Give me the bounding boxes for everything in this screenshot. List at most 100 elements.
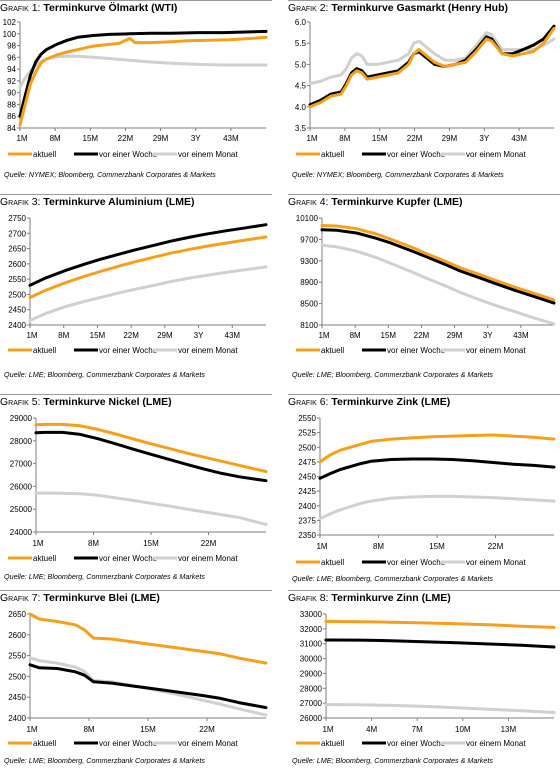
y-tick-label: 2450 <box>8 306 26 315</box>
x-tick-label: 1M <box>316 542 327 551</box>
y-tick-label: 28000 <box>300 684 323 693</box>
legend-label-aktuell: aktuell <box>321 346 344 355</box>
y-tick-label: 29000 <box>300 669 323 678</box>
legend-label-aktuell: aktuell <box>33 739 56 748</box>
legend-label-woche: vor einer Woche <box>99 150 158 159</box>
y-tick-label: 94 <box>7 65 16 74</box>
chart-gas: 3.5 4.0 4.5 5.0 5.5 6.0 1M 8M 15M 22M 29M 3Y 43M aktu… <box>295 18 556 159</box>
chart-title: Grafik 1: Terminkurve Ölmarkt (WTI) <box>0 2 178 14</box>
x-tick-label: 29M <box>157 331 173 340</box>
legend-label-woche: vor einer Woche <box>387 346 446 355</box>
legend-label-aktuell: aktuell <box>321 558 344 567</box>
x-tick-label: 8M <box>88 539 99 548</box>
x-tick-label: 22M <box>488 542 504 551</box>
legend-label-monat: vor einem Monat <box>178 346 238 355</box>
x-tick-label: 29M <box>447 331 463 340</box>
y-tick-label: 33000 <box>300 610 323 619</box>
y-tick-label: 2500 <box>8 290 26 299</box>
x-tick-label: 22M <box>414 331 430 340</box>
x-tick-label: 1M <box>306 134 317 143</box>
x-tick-label: 22M <box>201 539 217 548</box>
legend-label-monat: vor einem Monat <box>466 346 526 355</box>
y-tick-label: 2450 <box>8 693 26 702</box>
y-tick-label: 4.5 <box>295 82 307 91</box>
legend-label-aktuell: aktuell <box>33 150 56 159</box>
series-line-woche <box>318 457 556 480</box>
x-tick-label: 22M <box>123 331 139 340</box>
legend-label-aktuell: aktuell <box>321 150 344 159</box>
series-line-aktuell <box>320 224 556 302</box>
legend-label-monat: vor einem Monat <box>466 150 526 159</box>
x-tick-label: 3Y <box>191 134 201 143</box>
y-tick-label: 9300 <box>300 257 318 266</box>
y-tick-label: 2400 <box>8 714 26 723</box>
chart-panel-zink: Grafik 6: Terminkurve Zink (LME) 2350 237… <box>288 394 560 584</box>
panel-top-rule <box>0 394 272 395</box>
series-line-woche <box>18 29 268 118</box>
series-line-woche <box>324 638 556 649</box>
chart-panel-kupfer: Grafik 4: Terminkurve Kupfer (LME) 8100 8… <box>288 194 560 384</box>
chart-source: Quelle: NYMEX; Bloomberg, Commerzbank Co… <box>4 170 216 179</box>
legend-label-aktuell: aktuell <box>33 346 56 355</box>
x-tick-label: 1M <box>318 331 329 340</box>
series-line-woche <box>320 228 556 305</box>
series-line-aktuell <box>28 235 268 299</box>
x-tick-label: 1M <box>16 134 27 143</box>
series-line-aktuell <box>18 35 268 127</box>
y-tick-label: 2750 <box>8 214 26 223</box>
series-line-aktuell <box>308 26 556 109</box>
x-tick-label: 15M <box>83 134 99 143</box>
y-tick-label: 88 <box>7 100 16 109</box>
chart-source: Quelle: LME; Bloomberg, Commerzbank Corp… <box>4 370 205 379</box>
x-tick-label: 22M <box>407 134 423 143</box>
panel-top-rule <box>288 0 560 1</box>
series-line-aktuell <box>324 619 556 629</box>
chart-source: Quelle: LME; Bloomberg, Commerzbank Corp… <box>292 370 493 379</box>
x-tick-label: 22M <box>199 725 215 734</box>
y-tick-label: 2700 <box>8 229 26 238</box>
x-tick-label: 8M <box>58 331 69 340</box>
y-tick-label: 8100 <box>300 321 318 330</box>
x-tick-label: 15M <box>90 331 106 340</box>
chart-source: Quelle: NYMEX; Bloomberg, Commerzbank Co… <box>292 170 504 179</box>
series-line-woche <box>28 223 268 287</box>
y-tick-label: 2450 <box>298 473 316 482</box>
y-tick-label: 27000 <box>10 460 33 469</box>
x-tick-label: 10M <box>455 725 471 734</box>
x-tick-label: 8M <box>350 331 361 340</box>
series-line-monat <box>34 491 268 526</box>
chart-zink: 2350 2375 2400 2425 2450 2475 2500 2525 2550 1M 8M… <box>296 414 556 567</box>
x-tick-label: 13M <box>501 725 517 734</box>
chart-panel-aluminium: Grafik 3: Terminkurve Aluminium (LME) 24… <box>0 194 272 384</box>
y-tick-label: 2650 <box>8 245 26 254</box>
chart-source: Quelle: LME; Bloomberg, Commerzbank Corp… <box>4 756 205 765</box>
x-tick-label: 8M <box>83 725 94 734</box>
x-tick-label: 15M <box>381 331 397 340</box>
chart-title: Grafik 3: Terminkurve Aluminium (LME) <box>0 196 195 208</box>
legend-label-monat: vor einem Monat <box>466 739 526 748</box>
chart-title: Grafik 5: Terminkurve Nickel (LME) <box>0 396 172 408</box>
panel-top-rule <box>0 0 272 1</box>
series-line-monat <box>324 703 556 714</box>
y-tick-label: 84 <box>7 124 16 133</box>
series-line-aktuell <box>318 433 556 464</box>
x-tick-label: 43M <box>225 331 241 340</box>
chart-panel-nickel: Grafik 5: Terminkurve Nickel (LME) 24000… <box>0 394 272 584</box>
chart-nickel: 24000 25000 26000 27000 28000 29000 1M 8M 15M 22M… <box>8 414 268 563</box>
y-tick-label: 2525 <box>298 429 316 438</box>
y-tick-label: 2400 <box>298 502 316 511</box>
y-tick-label: 30000 <box>300 655 323 664</box>
legend-label-woche: vor einer Woche <box>387 150 446 159</box>
chart-title: Grafik 8: Terminkurve Zinn (LME) <box>288 592 451 604</box>
legend-label-monat: vor einem Monat <box>178 739 238 748</box>
x-tick-label: 29M <box>153 134 169 143</box>
x-tick-label: 22M <box>118 134 134 143</box>
legend-label-woche: vor einer Woche <box>99 346 158 355</box>
y-tick-label: 31000 <box>300 640 323 649</box>
y-tick-label: 100 <box>3 30 17 39</box>
y-tick-label: 86 <box>7 112 16 121</box>
y-tick-label: 10100 <box>296 214 319 223</box>
y-tick-label: 25000 <box>10 505 33 514</box>
series-line-monat <box>308 31 556 85</box>
chart-blei: 2400 2450 2500 2550 2600 2650 1M 8M 15M 22M aktuel… <box>8 610 268 748</box>
